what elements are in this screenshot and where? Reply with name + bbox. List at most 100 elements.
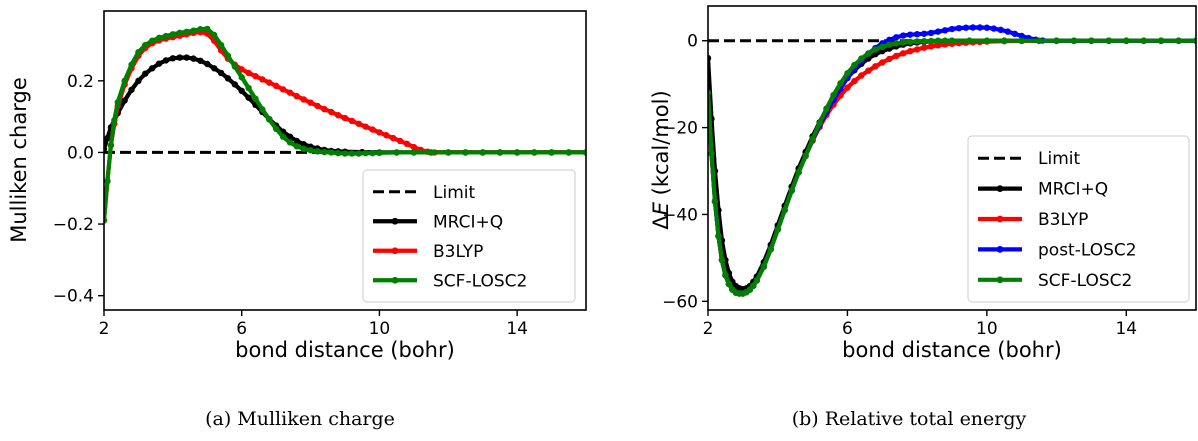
- legend-marker: [996, 276, 1004, 284]
- x-tick-label: 10: [369, 319, 391, 339]
- data-point: [513, 149, 521, 156]
- data-point: [548, 149, 555, 156]
- data-point: [341, 150, 349, 157]
- data-point: [300, 96, 307, 103]
- data-point: [224, 52, 232, 59]
- data-point: [1123, 37, 1130, 44]
- data-point: [210, 31, 218, 39]
- y-tick-label: −0.2: [53, 215, 94, 235]
- legend-entry: B3LYP: [978, 210, 1088, 230]
- data-point: [725, 280, 733, 288]
- x-axis-label: bond distance (bohr): [235, 338, 455, 362]
- caption-b: (b) Relative total energy: [792, 408, 1027, 430]
- data-point: [410, 143, 418, 151]
- axes-frame: [707, 5, 1197, 311]
- data-point: [906, 38, 914, 46]
- data-point: [906, 47, 914, 55]
- data-point: [913, 38, 921, 45]
- caption-a: (a) Mulliken charge: [205, 408, 395, 430]
- data-point: [722, 272, 729, 279]
- data-point: [795, 169, 802, 176]
- data-point: [176, 29, 183, 37]
- data-point: [920, 44, 928, 51]
- legend-entry: post-LOSC2: [978, 240, 1137, 260]
- data-point: [334, 149, 342, 157]
- data-point: [369, 149, 376, 157]
- data-point: [900, 39, 907, 46]
- data-point: [1018, 32, 1025, 40]
- data-point: [750, 282, 757, 289]
- data-point: [708, 150, 715, 157]
- data-point: [272, 82, 280, 90]
- data-point: [155, 60, 163, 67]
- data-point: [1035, 37, 1043, 44]
- data-point: [1140, 37, 1147, 44]
- data-point: [111, 117, 118, 124]
- data-point: [767, 246, 774, 253]
- data-point: [851, 77, 858, 85]
- data-point: [948, 25, 956, 33]
- data-point: [245, 84, 252, 92]
- legend-entry: B3LYP: [373, 242, 483, 262]
- data-point: [334, 112, 342, 119]
- data-point: [1070, 37, 1078, 44]
- data-point: [1018, 37, 1025, 44]
- data-point: [190, 55, 197, 62]
- data-point: [355, 120, 362, 127]
- data-point: [135, 77, 142, 85]
- legend-marker: [391, 276, 399, 284]
- data-point: [872, 46, 879, 53]
- data-point: [990, 25, 998, 32]
- y-tick-label: 0.0: [67, 143, 94, 163]
- data-point: [886, 36, 893, 44]
- data-point: [252, 72, 259, 80]
- data-point: [204, 25, 211, 33]
- data-point: [718, 256, 726, 264]
- data-point: [169, 31, 177, 38]
- series-line: [104, 55, 586, 155]
- y-tick-label: −40: [662, 205, 698, 225]
- data-point: [328, 149, 335, 156]
- data-point: [802, 152, 809, 160]
- data-point: [966, 37, 973, 44]
- data-point: [266, 116, 273, 123]
- y-axis-label: ΔE (kcal/mol): [649, 90, 673, 229]
- data-point: [844, 84, 851, 91]
- data-point: [245, 94, 252, 101]
- data-point: [376, 129, 383, 136]
- data-point: [259, 106, 266, 113]
- legend-label: post-LOSC2: [1038, 240, 1137, 260]
- data-point: [715, 232, 722, 240]
- x-tick-label: 10: [976, 319, 998, 339]
- data-point: [1053, 37, 1060, 44]
- data-point: [328, 108, 335, 116]
- data-point: [531, 149, 538, 156]
- x-tick-label: 2: [99, 319, 110, 339]
- data-point: [231, 63, 239, 70]
- legend-entry: SCF-LOSC2: [373, 271, 527, 291]
- y-tick-label: −60: [662, 292, 698, 312]
- legend-label: MRCI+Q: [433, 212, 503, 232]
- y-tick-label: 0: [687, 32, 698, 52]
- data-point: [393, 149, 400, 156]
- data-point: [204, 60, 211, 68]
- legend-entry: SCF-LOSC2: [978, 271, 1132, 291]
- data-point: [1157, 37, 1165, 44]
- data-point: [348, 117, 356, 125]
- data-point: [445, 149, 452, 156]
- data-point: [314, 148, 321, 155]
- data-point: [128, 86, 135, 93]
- data-point: [479, 149, 486, 156]
- data-point: [837, 80, 844, 87]
- data-point: [286, 139, 294, 146]
- data-point: [238, 74, 245, 81]
- data-point: [224, 75, 232, 82]
- legend-label: SCF-LOSC2: [433, 271, 527, 291]
- data-point: [851, 61, 858, 69]
- data-point: [934, 37, 942, 44]
- data-point: [753, 277, 760, 284]
- axes-frame: [103, 10, 587, 311]
- y-tick-label: 0.2: [67, 72, 94, 92]
- panel-a-mulliken-charge: 2 6 10 14 −0.4 −0.2 0.0 0.2 bond distance (bohr)…: [7, 10, 587, 362]
- data-point: [149, 65, 156, 72]
